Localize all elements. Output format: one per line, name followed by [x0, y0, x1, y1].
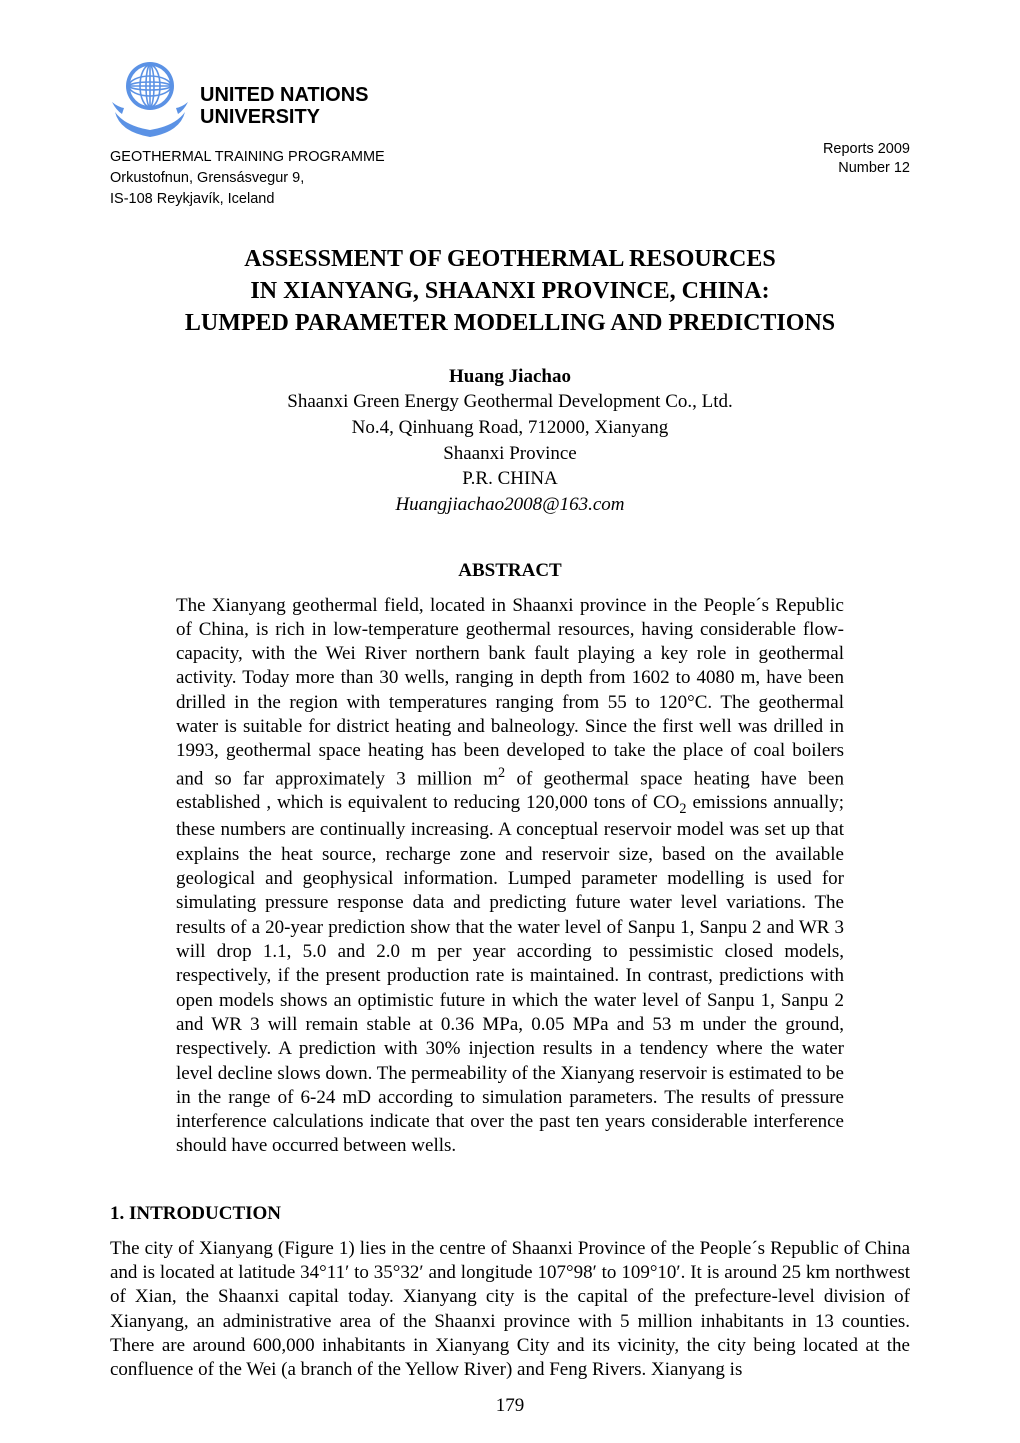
title-line-2: IN XIANYANG, SHAANXI PROVINCE, CHINA:	[250, 278, 769, 304]
author-affiliation-4: P.R. CHINA	[110, 466, 910, 492]
abstract-text: The Xianyang geothermal field, located i…	[176, 594, 844, 1159]
section-1-heading: 1. INTRODUCTION	[110, 1203, 910, 1225]
abstract-part-1: The Xianyang geothermal field, located i…	[176, 595, 844, 790]
paper-title: ASSESSMENT OF GEOTHERMAL RESOURCES IN XI…	[110, 243, 910, 340]
org-line2: UNIVERSITY	[200, 106, 369, 128]
header-right: Reports 2009 Number 12	[823, 140, 910, 178]
author-affiliation-2: No.4, Qinhuang Road, 712000, Xianyang	[110, 415, 910, 441]
page-root: UNITED NATIONS UNIVERSITY GEOTHERMAL TRA…	[0, 0, 1020, 1443]
author-email: Huangjiachao2008@163.com	[110, 492, 910, 518]
author-affiliation-1: Shaanxi Green Energy Geothermal Developm…	[110, 389, 910, 415]
title-line-1: ASSESSMENT OF GEOTHERMAL RESOURCES	[244, 246, 775, 272]
section-1-paragraph: The city of Xianyang (Figure 1) lies in …	[110, 1237, 910, 1383]
abstract-heading: ABSTRACT	[110, 560, 910, 582]
author-affiliation-3: Shaanxi Province	[110, 441, 910, 467]
org-line1: UNITED NATIONS	[200, 84, 369, 106]
unu-logo-icon	[110, 52, 190, 146]
org-name: UNITED NATIONS UNIVERSITY	[200, 84, 369, 128]
reports-year: Reports 2009	[823, 140, 910, 159]
author-block: Huang Jiachao Shaanxi Green Energy Geoth…	[110, 364, 910, 518]
addr-line-1: Orkustofnun, Grensásvegur 9,	[110, 169, 385, 188]
report-number: Number 12	[823, 159, 910, 178]
author-name: Huang Jiachao	[110, 364, 910, 390]
header-left: UNITED NATIONS UNIVERSITY GEOTHERMAL TRA…	[110, 52, 385, 209]
abstract-part-3: emissions annually; these numbers are co…	[176, 792, 844, 1156]
abstract-subscript-co2: 2	[679, 801, 686, 817]
programme-line: GEOTHERMAL TRAINING PROGRAMME	[110, 148, 385, 167]
page-number: 179	[0, 1395, 1020, 1417]
title-line-3: LUMPED PARAMETER MODELLING AND PREDICTIO…	[185, 310, 835, 336]
addr-line-2: IS-108 Reykjavík, Iceland	[110, 190, 385, 209]
logo-row: UNITED NATIONS UNIVERSITY	[110, 52, 385, 146]
header: UNITED NATIONS UNIVERSITY GEOTHERMAL TRA…	[110, 52, 910, 209]
